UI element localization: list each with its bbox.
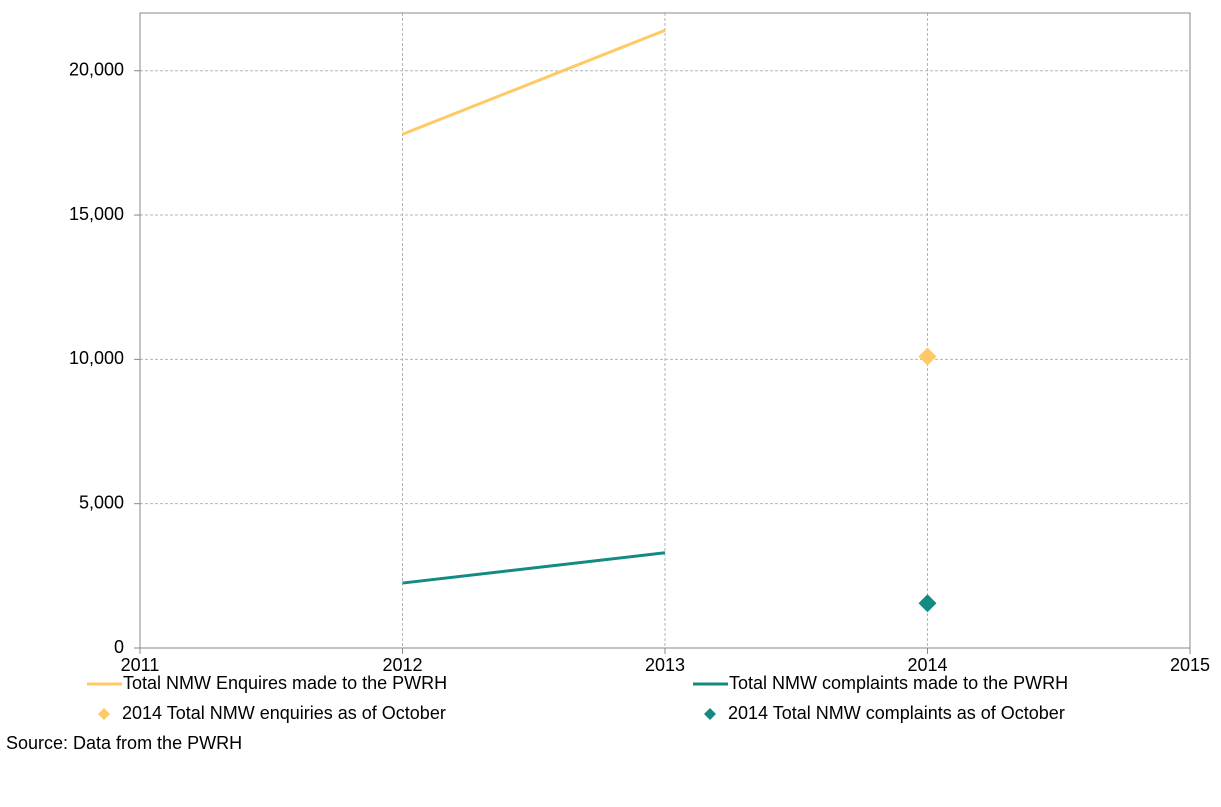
legend-label: Total NMW complaints made to the PWRH [729,673,1068,693]
legend-label: 2014 Total NMW complaints as of October [728,703,1065,723]
source-note: Source: Data from the PWRH [6,733,242,753]
x-tick-label: 2015 [1170,655,1210,675]
x-tick-label: 2013 [645,655,685,675]
y-tick-label: 0 [114,637,124,657]
legend-swatch [98,708,110,720]
plot-border [139,12,1191,649]
data-point [918,594,937,613]
data-line [401,28,666,136]
data-point [918,347,937,366]
y-tick-label: 10,000 [69,348,124,368]
legend-label: 2014 Total NMW enquiries as of October [122,703,446,723]
x-tick-label: 2014 [907,655,947,675]
x-tick-label: 2011 [121,655,160,675]
legend-swatch [704,708,716,720]
legend-label: Total NMW Enquires made to the PWRH [123,673,447,693]
y-tick-label: 15,000 [69,204,124,224]
data-line [402,551,666,585]
x-tick-label: 2012 [382,655,422,675]
y-tick-label: 20,000 [69,59,124,79]
y-tick-label: 5,000 [79,492,124,512]
